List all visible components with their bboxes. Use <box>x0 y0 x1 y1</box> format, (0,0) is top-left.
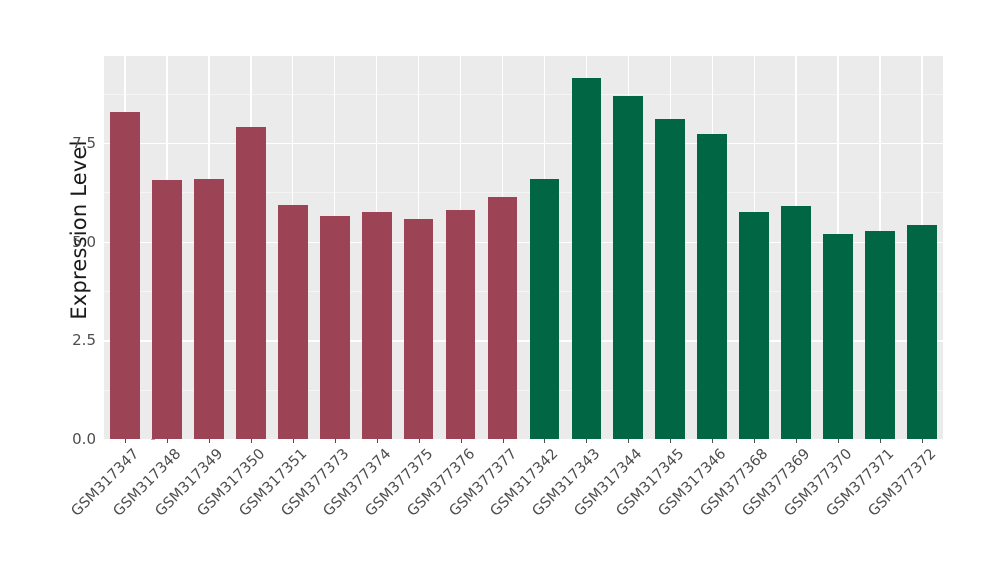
x-axis-tick-mark <box>628 439 630 443</box>
bar <box>613 96 644 439</box>
y-axis-tick-label: 5.0 <box>72 232 96 251</box>
x-axis-tick-mark <box>838 439 840 443</box>
x-axis-tick-mark <box>250 439 252 443</box>
bar <box>152 179 182 439</box>
bar <box>781 206 812 439</box>
x-axis-tick-mark <box>712 439 714 443</box>
y-axis-tick-label: 0.0 <box>72 430 96 448</box>
bar <box>110 112 140 439</box>
bar <box>361 211 392 439</box>
gridline-major-horizontal <box>104 340 943 342</box>
bar <box>907 224 937 439</box>
gridline-minor-horizontal <box>104 192 943 194</box>
y-axis-tick-mark <box>151 438 155 440</box>
bar-series <box>104 56 943 439</box>
x-axis-tick-mark <box>586 439 588 443</box>
x-axis-tick-mark <box>502 439 504 443</box>
bar <box>487 196 518 439</box>
bar <box>571 78 602 439</box>
y-axis-tick-label: 2.5 <box>72 331 96 350</box>
bar <box>823 233 853 439</box>
gridline-minor-horizontal <box>104 389 943 391</box>
bar <box>445 209 476 439</box>
x-axis-tick-mark <box>922 439 924 443</box>
x-axis-tick-mark <box>418 439 420 443</box>
x-axis-tick-labels: GSM317347 GSM317348 GSM317349 GSM317350 GSM3… <box>69 446 943 576</box>
x-axis-tick-mark <box>754 439 756 443</box>
x-axis-tick-mark <box>124 439 126 443</box>
x-axis-tick-mark <box>208 439 210 443</box>
x-axis-tick-mark <box>376 439 378 443</box>
bar <box>235 127 266 439</box>
y-axis-tick-labels: 0.0 2.5 5.0 7.5 <box>52 0 155 580</box>
bar <box>529 179 560 439</box>
bar <box>655 119 686 439</box>
x-axis-tick-mark <box>880 439 882 443</box>
y-axis-tick-label: 7.5 <box>72 133 96 152</box>
gridline-major-horizontal <box>104 241 943 243</box>
x-axis-tick-mark <box>334 439 336 443</box>
bar <box>739 211 770 439</box>
bar <box>865 230 895 439</box>
bar <box>277 204 308 439</box>
x-axis-tick-mark <box>166 439 168 443</box>
x-axis-tick-mark <box>292 439 294 443</box>
gridline-major-horizontal <box>104 142 943 145</box>
gridline-minor-horizontal <box>104 93 943 95</box>
gridline-minor-horizontal <box>104 290 943 292</box>
bar <box>697 133 728 439</box>
plot-panel <box>104 56 943 439</box>
x-axis-tick-marks <box>104 439 943 444</box>
x-axis-tick-mark <box>796 439 798 443</box>
x-axis-tick-mark <box>460 439 462 443</box>
bar <box>319 215 350 439</box>
bar <box>193 178 224 439</box>
x-axis-tick-mark <box>670 439 672 443</box>
x-axis-tick-mark <box>544 439 546 443</box>
bar <box>403 218 434 439</box>
